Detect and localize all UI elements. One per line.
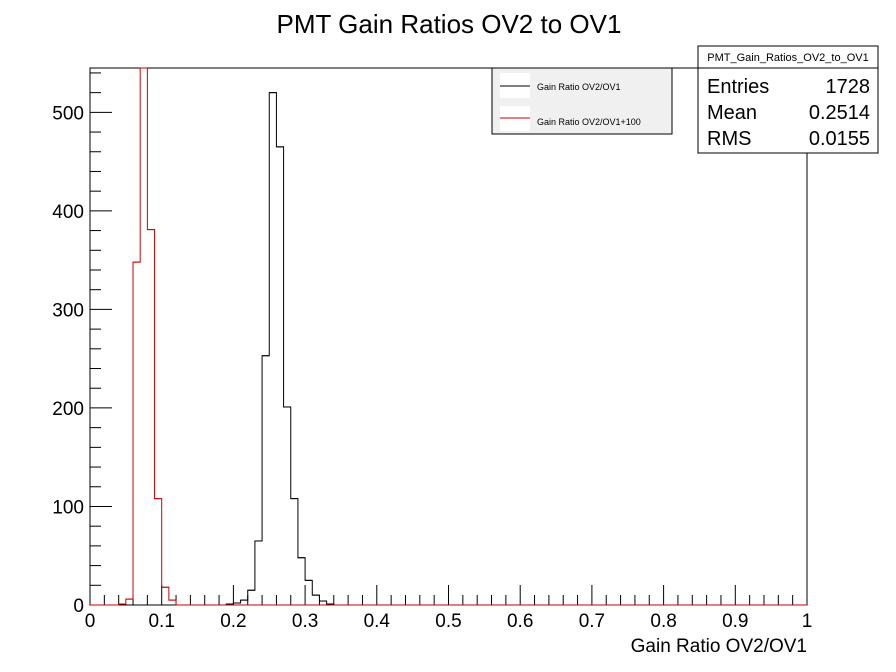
x-tick-label: 0.5 [435, 611, 461, 632]
histogram-series [90, 67, 807, 606]
legend-label-1: Gain Ratio OV2/OV1+100 [537, 117, 641, 127]
y-tick-label: 500 [52, 103, 84, 124]
y-axis: 0 100 200 300 400 500 [52, 72, 112, 617]
legend-label-0: Gain Ratio OV2/OV1 [537, 82, 621, 92]
x-tick-label: 0.4 [364, 611, 391, 632]
x-tick-label: 0.7 [579, 611, 605, 632]
series-line-0 [90, 92, 807, 606]
stats-box-name: PMT_Gain_Ratios_OV2_to_OV1 [707, 52, 868, 64]
x-tick-label: 0.6 [507, 611, 533, 632]
x-tick-label: 0.9 [722, 611, 748, 632]
x-tick-label: 0.1 [148, 611, 174, 632]
stats-box-frame [697, 45, 879, 154]
y-tick-label: 400 [52, 202, 84, 223]
stats-entries-value: 1728 [826, 76, 871, 98]
stats-mean-value: 0.2514 [809, 102, 870, 124]
x-tick-label: 0 [85, 611, 96, 632]
y-tick-label: 0 [73, 596, 84, 617]
y-tick-label: 200 [52, 399, 84, 420]
y-tick-label: 100 [52, 497, 84, 518]
x-axis-label: Gain Ratio OV2/OV1 [631, 636, 807, 657]
x-axis: 0 0.1 0.2 0.3 0.4 0.5 0.6 0.7 0.8 0.9 1 [85, 585, 813, 632]
stats-entries-label: Entries [707, 76, 769, 98]
x-tick-label: 1 [802, 611, 813, 632]
stats-rms-value: 0.0155 [809, 128, 870, 150]
stats-rms-label: RMS [707, 128, 751, 150]
stats-box: PMT_Gain_Ratios_OV2_to_OV1 Entries 1728 … [697, 45, 879, 154]
x-tick-label: 0.8 [650, 611, 676, 632]
series-line-1 [90, 67, 807, 606]
legend: Gain Ratio OV2/OV1 Gain Ratio OV2/OV1+10… [491, 67, 673, 135]
x-tick-label: 0.2 [220, 611, 246, 632]
stats-mean-label: Mean [707, 102, 757, 124]
chart-title: PMT Gain Ratios OV2 to OV1 [277, 9, 622, 39]
x-tick-label: 0.3 [292, 611, 318, 632]
y-tick-label: 300 [52, 300, 84, 321]
